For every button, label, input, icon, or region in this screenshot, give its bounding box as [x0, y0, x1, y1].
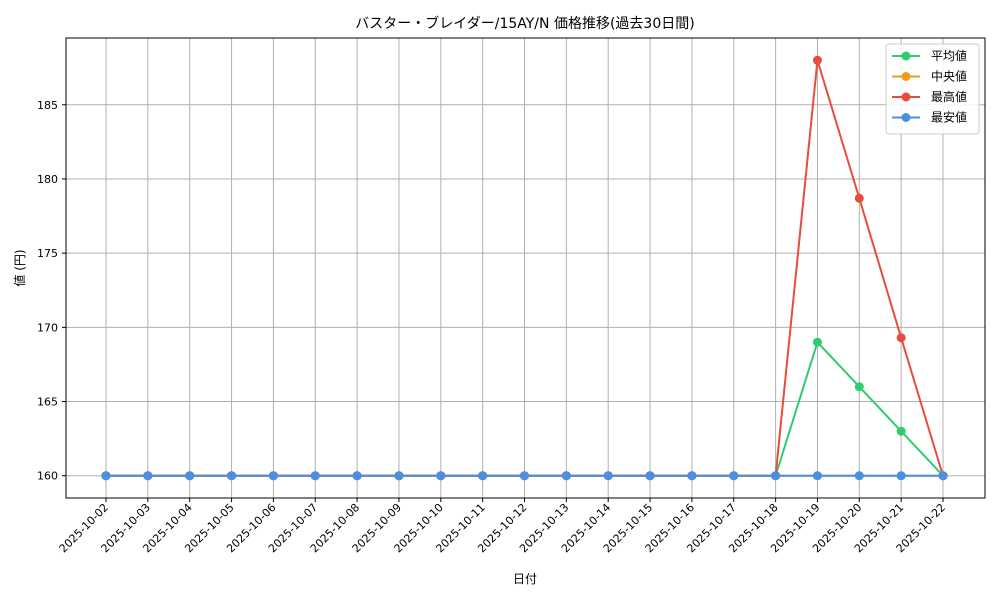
y-tick-label: 175: [37, 247, 58, 260]
legend-marker: [901, 51, 911, 61]
data-point: [561, 471, 571, 481]
data-point: [143, 471, 153, 481]
data-point: [520, 471, 529, 481]
series-3: [101, 471, 948, 481]
legend-item: 中央値: [892, 69, 967, 84]
legend-item: 最高値: [892, 89, 967, 104]
data-point: [185, 471, 195, 481]
data-point: [896, 333, 906, 343]
legend-label: 平均値: [931, 48, 967, 63]
legend-marker: [901, 92, 911, 102]
data-point: [227, 471, 237, 481]
plot-frame: [65, 37, 986, 499]
y-tick-label: 160: [37, 470, 58, 483]
legend-label: 最安値: [931, 110, 967, 125]
legend-item: 最安値: [892, 110, 967, 125]
data-point: [687, 471, 697, 481]
data-point: [812, 337, 822, 347]
y-tick-label: 180: [37, 173, 58, 186]
chart-title: バスター・ブレイダー/15AY/N 価格推移(過去30日間): [355, 15, 694, 32]
data-point: [268, 471, 278, 481]
data-point: [394, 471, 404, 481]
data-point: [896, 426, 906, 436]
y-axis-title: 値 (円): [12, 249, 27, 286]
legend-label: 最高値: [931, 89, 967, 104]
data-point: [812, 471, 822, 481]
x-axis-title: 日付: [513, 572, 537, 586]
data-point: [603, 471, 613, 481]
data-point: [812, 55, 822, 65]
data-point: [645, 471, 655, 481]
y-tick-label: 170: [37, 321, 58, 334]
legend-marker: [901, 113, 911, 122]
data-point: [938, 471, 948, 481]
data-point: [310, 471, 320, 481]
data-point: [854, 382, 864, 392]
series-layer: [101, 55, 948, 481]
data-point: [854, 193, 864, 203]
y-tick-label: 165: [37, 396, 58, 409]
data-point: [896, 471, 906, 481]
legend-box: [885, 43, 980, 135]
data-point: [101, 471, 111, 481]
data-point: [436, 471, 446, 481]
legend-marker: [901, 72, 911, 81]
data-point: [771, 471, 781, 481]
data-point: [854, 471, 864, 481]
legend-label: 中央値: [931, 69, 967, 84]
legend-item: 平均値: [892, 48, 967, 63]
data-point: [729, 471, 739, 481]
data-point: [352, 471, 362, 481]
y-tick-label: 185: [37, 99, 58, 112]
data-point: [478, 471, 488, 481]
